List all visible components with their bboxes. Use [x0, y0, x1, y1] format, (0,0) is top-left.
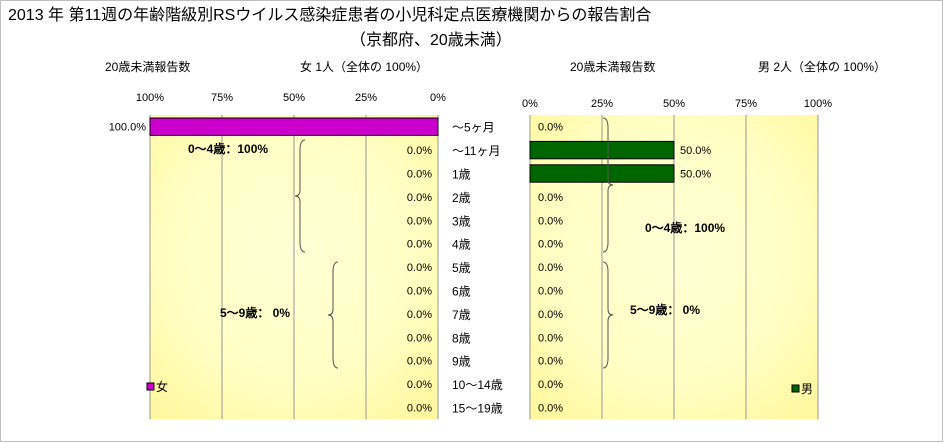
- x-tick-label: 0%: [522, 98, 538, 110]
- panel-header-count: 女 1人（全体の 100%）: [300, 59, 428, 74]
- x-tick-label: 25%: [591, 98, 613, 110]
- data-label: 0.0%: [538, 286, 563, 298]
- group-label: 0～4歳：100%: [645, 220, 725, 235]
- group-brace: [602, 261, 614, 369]
- group-brace: [294, 139, 306, 253]
- data-label: 0.0%: [407, 262, 432, 274]
- legend-swatch-male: [791, 384, 800, 393]
- x-tick-label: 50%: [663, 98, 685, 110]
- panel-header-count: 男 2人（全体の 100%）: [758, 59, 886, 74]
- bar-male: [529, 140, 675, 160]
- group-label: 5～9歳： 0%: [220, 305, 290, 320]
- group-brace: [327, 261, 339, 369]
- x-tick-label: 75%: [211, 92, 233, 104]
- data-label: 0.0%: [538, 379, 563, 391]
- x-tick-label: 75%: [735, 98, 757, 110]
- x-tick-label: 25%: [355, 92, 377, 104]
- x-tick-label: 100%: [804, 98, 832, 110]
- category-label: 10～14歳: [452, 378, 503, 392]
- data-label: 0.0%: [538, 192, 563, 204]
- panel-male: 0% 25% 50% 75% 100% 20歳未満報告数 男 2人（全体の 100%） 0.0…: [522, 59, 886, 420]
- category-label: 9歳: [452, 355, 471, 369]
- data-label: 0.0%: [407, 286, 432, 298]
- data-label: 0.0%: [407, 332, 432, 344]
- category-label: 6歳: [452, 285, 471, 299]
- data-label: 0.0%: [538, 309, 563, 321]
- data-label: 0.0%: [407, 145, 432, 157]
- category-label: 7歳: [452, 308, 471, 322]
- panel-header-label: 20歳未満報告数: [105, 59, 190, 74]
- x-tick-label: 0%: [430, 92, 446, 104]
- x-tick-label: 50%: [283, 92, 305, 104]
- category-label: ～11ヶ月: [452, 144, 500, 158]
- bar-female: [149, 117, 439, 136]
- data-label: 0.0%: [407, 192, 432, 204]
- data-label: 0.0%: [538, 262, 563, 274]
- legend-swatch-female: [146, 382, 155, 391]
- bar-male: [529, 164, 675, 183]
- data-label: 0.0%: [538, 215, 563, 227]
- category-label: 8歳: [452, 331, 471, 345]
- panel-female: 0% 25% 50% 75% 100% 20歳未満報告数 女 1人（全体の 100%） 100…: [105, 59, 446, 420]
- data-label: 0.0%: [538, 239, 563, 251]
- data-label: 0.0%: [407, 215, 432, 227]
- category-label: 3歳: [452, 214, 471, 228]
- data-label: 0.0%: [407, 356, 432, 368]
- data-label: 0.0%: [538, 332, 563, 344]
- chart-subtitle: （京都府、20歳未満）: [350, 31, 512, 49]
- group-label: 5～9歳： 0%: [630, 302, 700, 317]
- category-label: 1歳: [452, 168, 471, 182]
- group-brace: [602, 117, 614, 253]
- data-label: 0.0%: [407, 309, 432, 321]
- data-label: 0.0%: [407, 169, 432, 181]
- panel-header-label: 20歳未満報告数: [570, 59, 655, 74]
- group-label: 0～4歳：100%: [188, 141, 268, 156]
- x-tick-label: 100%: [136, 92, 164, 104]
- data-label: 0.0%: [407, 403, 432, 415]
- data-label: 0.0%: [407, 379, 432, 391]
- category-label: 4歳: [452, 238, 471, 252]
- category-label: ～5ヶ月: [452, 121, 495, 135]
- data-label: 0.0%: [538, 356, 563, 368]
- category-label: 15～19歳: [452, 402, 503, 416]
- data-label: 0.0%: [538, 403, 563, 415]
- chart-title: 2013 年 第11週の年齢階級別RSウイルス感染症患者の小児科定点医療機関から…: [8, 6, 651, 24]
- data-label: 0.0%: [538, 122, 563, 134]
- category-label: 5歳: [452, 261, 471, 275]
- data-label: 50.0%: [680, 145, 711, 157]
- category-label: 2歳: [452, 191, 471, 205]
- data-label: 100.0%: [109, 122, 147, 134]
- data-label: 0.0%: [407, 239, 432, 251]
- legend-label: 女: [156, 379, 168, 394]
- legend-label: 男: [801, 382, 813, 396]
- data-label: 50.0%: [680, 169, 711, 181]
